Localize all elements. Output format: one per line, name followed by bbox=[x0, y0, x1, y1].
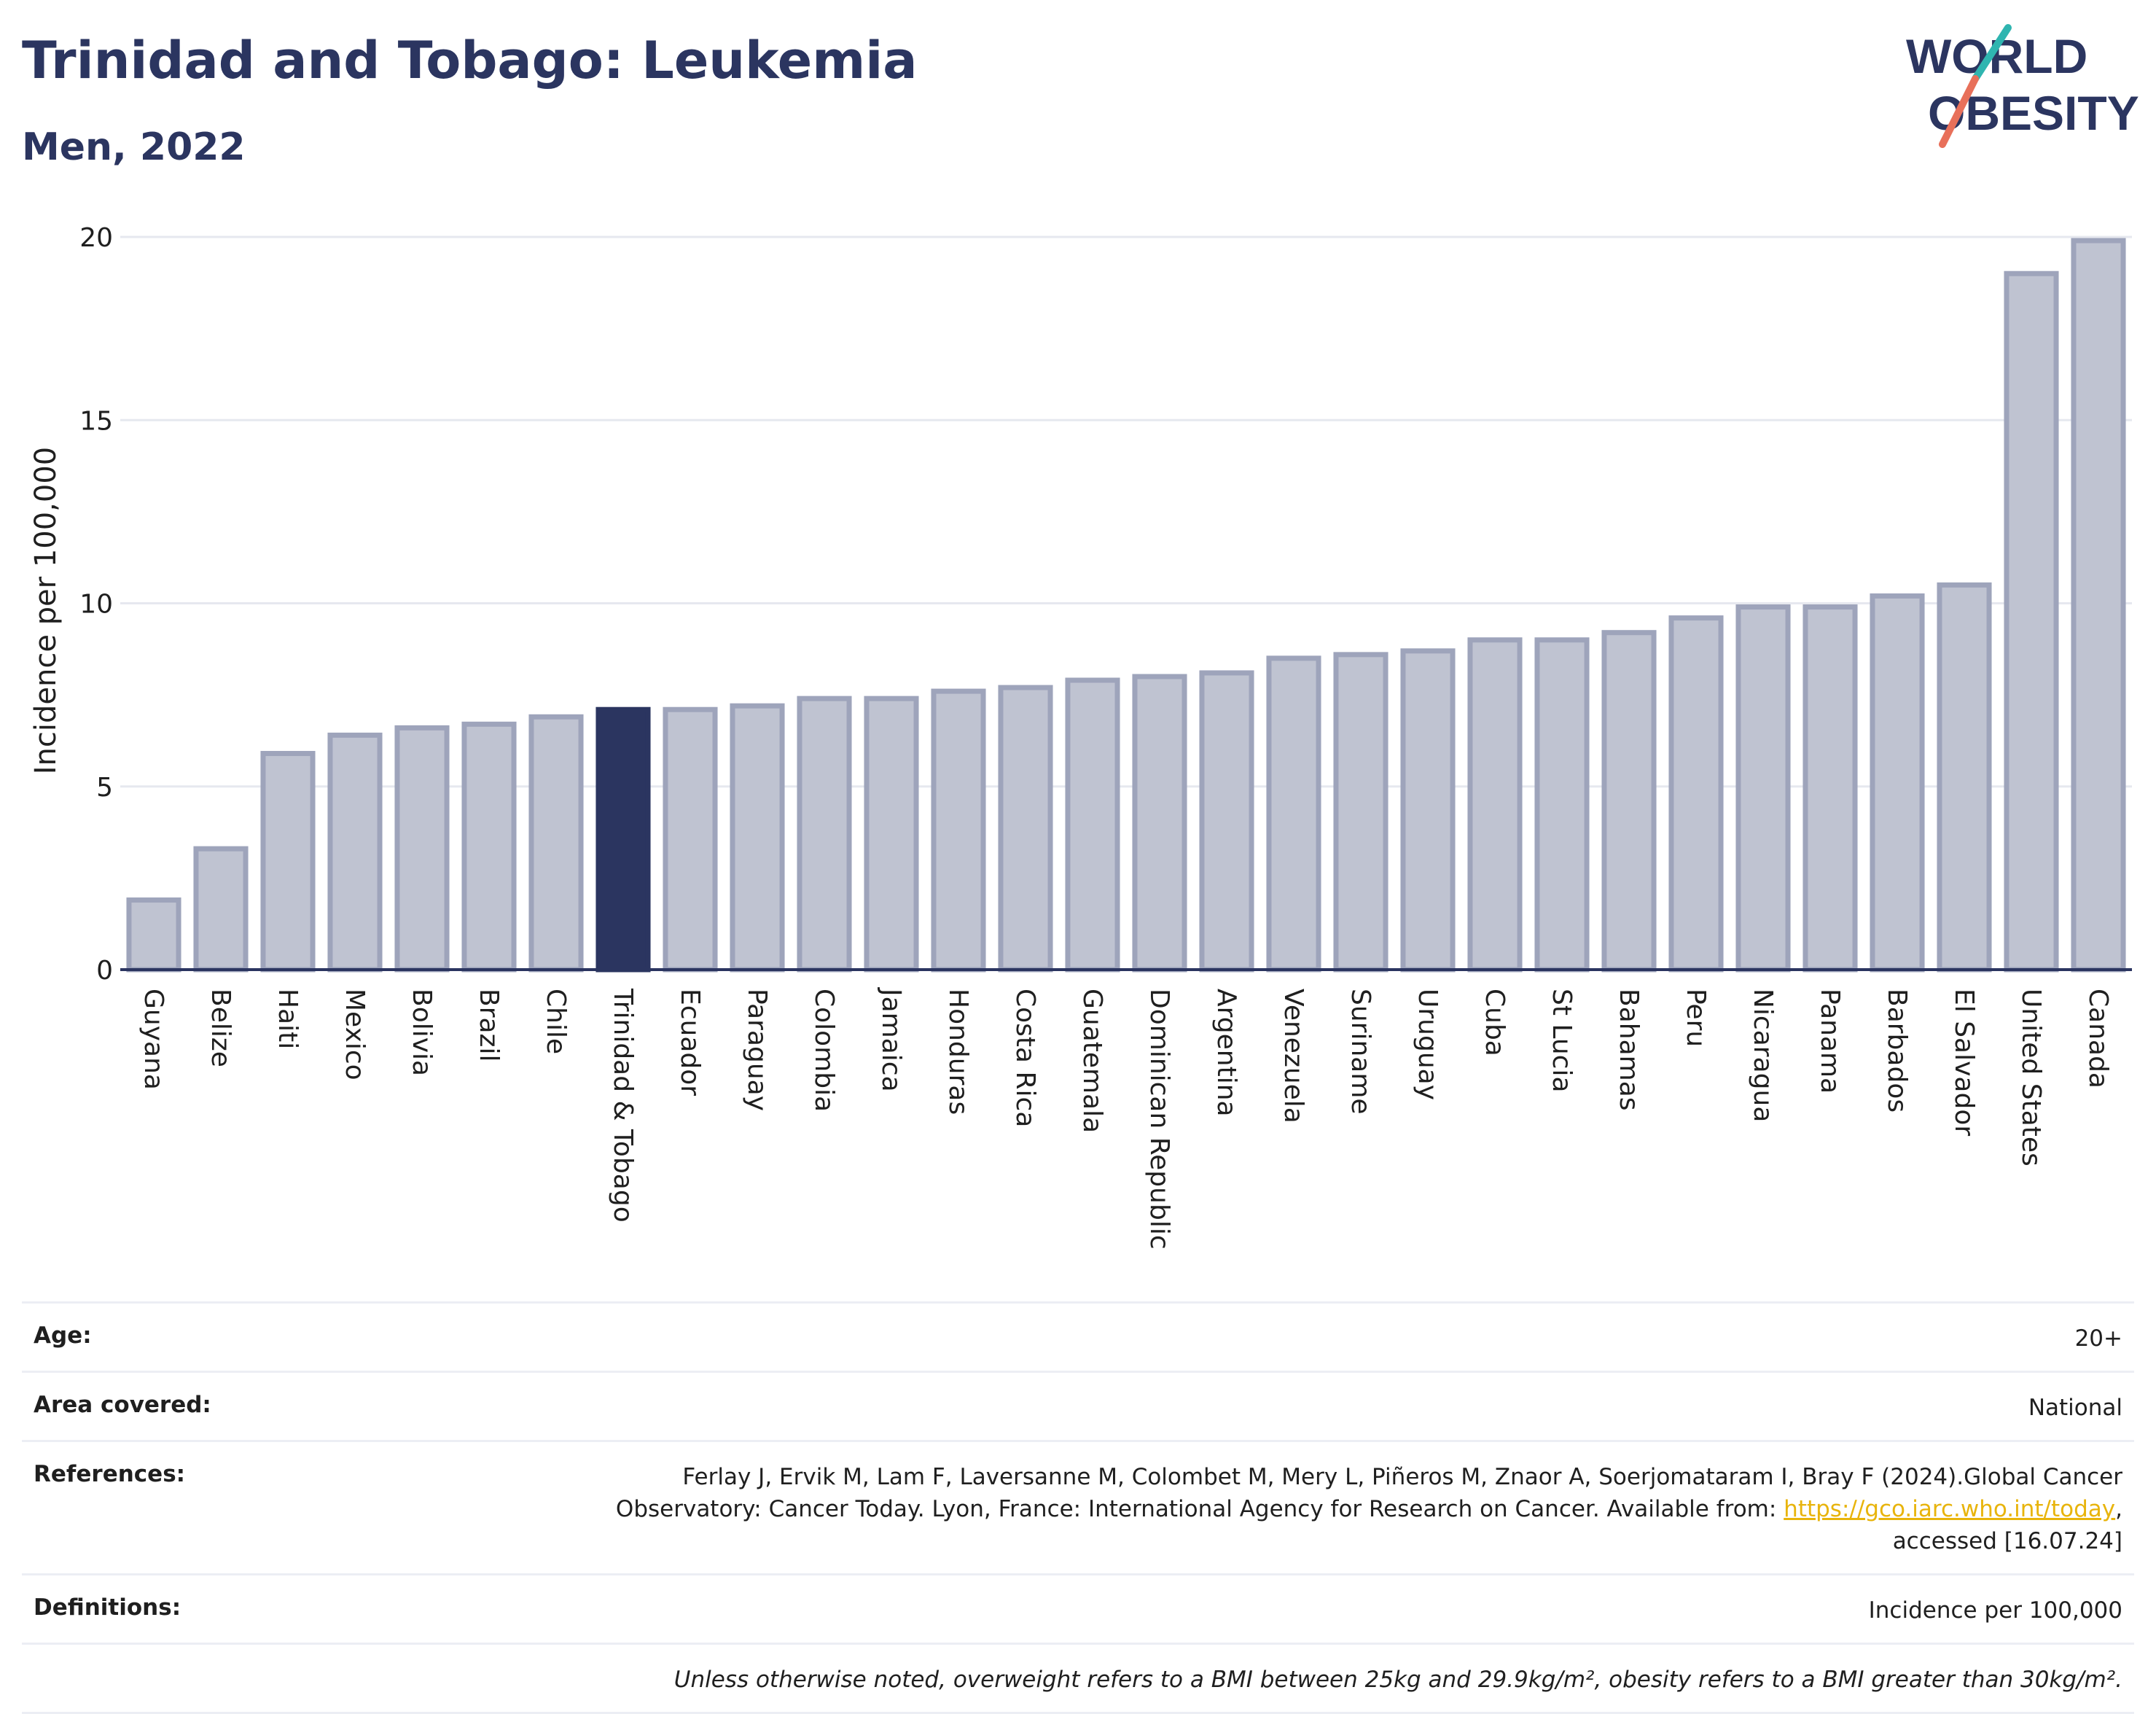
bar bbox=[1333, 652, 1388, 973]
bar bbox=[663, 706, 718, 973]
bar bbox=[1668, 615, 1724, 973]
x-tick-label: Cuba bbox=[1480, 989, 1509, 1056]
x-tick-label: Bolivia bbox=[407, 989, 437, 1076]
bar bbox=[931, 688, 986, 973]
bar bbox=[528, 714, 584, 973]
x-tick-label: St Lucia bbox=[1547, 989, 1577, 1093]
y-tick-label: 15 bbox=[79, 406, 113, 436]
x-tick-label: Brazil bbox=[474, 989, 504, 1061]
bar bbox=[461, 721, 517, 973]
world-obesity-logo: WORLD OBESITY bbox=[1906, 24, 2139, 148]
bar bbox=[193, 846, 249, 973]
bar bbox=[260, 751, 316, 973]
bar bbox=[1937, 582, 1992, 973]
area-label: Area covered: bbox=[34, 1392, 211, 1418]
chart-subtitle: Men, 2022 bbox=[22, 125, 246, 169]
x-tick-label: Ecuador bbox=[675, 989, 705, 1096]
definitions-value: Incidence per 100,000 bbox=[1868, 1597, 2122, 1624]
bar bbox=[1266, 655, 1321, 973]
logo-line1: WORLD bbox=[1906, 29, 2087, 83]
x-tick-label: Guyana bbox=[138, 989, 168, 1090]
bar bbox=[327, 732, 383, 973]
definitions-label: Definitions: bbox=[34, 1594, 181, 1621]
x-tick-label: United States bbox=[2016, 989, 2046, 1166]
bar bbox=[1601, 630, 1657, 973]
y-tick-label: 10 bbox=[79, 590, 113, 620]
x-tick-label: Colombia bbox=[809, 989, 839, 1112]
info-table: Age: 20+ Area covered: National Referenc… bbox=[22, 1301, 2134, 1714]
bar-chart: 0 5 10 15 20 Incidence per 100,000 Guyana Beliz… bbox=[29, 223, 2132, 1250]
x-tick-label: Canada bbox=[2083, 989, 2113, 1088]
bar bbox=[1065, 677, 1120, 973]
info-row-area: Area covered: National bbox=[22, 1371, 2134, 1440]
age-value: 20+ bbox=[2074, 1325, 2122, 1352]
x-tick-label: Mexico bbox=[340, 989, 370, 1080]
bar bbox=[1735, 604, 1791, 973]
x-tick-label: Trinidad & Tobago bbox=[608, 988, 638, 1223]
x-tick-label: Venezuela bbox=[1278, 989, 1308, 1123]
bar bbox=[1199, 670, 1254, 973]
y-axis-title: Incidence per 100,000 bbox=[29, 447, 63, 775]
bmi-note: Unless otherwise noted, overweight refer… bbox=[673, 1667, 2122, 1693]
references-line2-end: , bbox=[2115, 1496, 2122, 1522]
x-tick-label: Costa Rica bbox=[1010, 989, 1040, 1127]
bar bbox=[2004, 270, 2059, 973]
bar bbox=[998, 685, 1053, 973]
area-value: National bbox=[2028, 1395, 2122, 1421]
bar bbox=[1870, 593, 1925, 973]
x-tick-label: Guatemala bbox=[1077, 989, 1107, 1133]
x-tick-label: Jamaica bbox=[876, 987, 906, 1092]
x-tick-label: Uruguay bbox=[1413, 989, 1442, 1100]
x-tick-label: El Salvador bbox=[1949, 989, 1979, 1136]
bar bbox=[2071, 238, 2126, 973]
chart-title: Trinidad and Tobago: Leukemia bbox=[22, 31, 918, 90]
references-value: Ferlay J, Ervik M, Lam F, Laversanne M, … bbox=[519, 1461, 2122, 1557]
y-tick-label: 20 bbox=[79, 223, 113, 253]
y-tick-label: 0 bbox=[96, 956, 113, 986]
bar bbox=[1802, 604, 1858, 973]
x-tick-label: Haiti bbox=[273, 989, 302, 1049]
bar bbox=[730, 703, 785, 973]
bar bbox=[595, 706, 651, 973]
bar bbox=[1534, 637, 1590, 973]
bar bbox=[1400, 648, 1456, 973]
x-tick-label: Paraguay bbox=[742, 989, 772, 1111]
references-line2: Observatory: Cancer Today. Lyon, France:… bbox=[615, 1496, 1784, 1522]
references-link[interactable]: https://gco.iarc.who.int/today bbox=[1784, 1496, 2116, 1522]
bar bbox=[394, 725, 450, 973]
x-tick-label: Dominican Republic bbox=[1144, 989, 1174, 1250]
x-tick-label: Chile bbox=[541, 989, 571, 1054]
logo-slash-coral bbox=[1939, 75, 1979, 148]
x-tick-label: Bahamas bbox=[1614, 989, 1644, 1111]
x-tick-label: Belize bbox=[206, 989, 235, 1067]
x-tick-label: Panama bbox=[1815, 989, 1845, 1094]
bar bbox=[126, 897, 181, 973]
info-row-references: References: Ferlay J, Ervik M, Lam F, La… bbox=[22, 1440, 2134, 1573]
info-row-definitions: Definitions: Incidence per 100,000 bbox=[22, 1573, 2134, 1643]
info-row-note: Unless otherwise noted, overweight refer… bbox=[22, 1643, 2134, 1714]
bar bbox=[797, 696, 852, 973]
references-line3: accessed [16.07.24] bbox=[1892, 1528, 2122, 1554]
references-label: References: bbox=[34, 1461, 186, 1487]
logo-slash-teal bbox=[1972, 24, 2012, 82]
age-label: Age: bbox=[34, 1322, 92, 1349]
bar bbox=[864, 696, 919, 973]
info-row-age: Age: 20+ bbox=[22, 1301, 2134, 1371]
x-tick-label: Barbados bbox=[1882, 989, 1912, 1113]
x-tick-label: Nicaragua bbox=[1748, 989, 1778, 1122]
x-tick-label: Suriname bbox=[1345, 989, 1375, 1115]
x-tick-label: Peru bbox=[1681, 989, 1711, 1047]
y-tick-label: 5 bbox=[96, 773, 113, 803]
x-tick-label: Argentina bbox=[1211, 989, 1241, 1117]
bar bbox=[1132, 674, 1187, 973]
bar bbox=[1467, 637, 1523, 973]
x-tick-label: Honduras bbox=[943, 989, 973, 1115]
references-line1: Ferlay J, Ervik M, Lam F, Laversanne M, … bbox=[682, 1464, 2122, 1490]
